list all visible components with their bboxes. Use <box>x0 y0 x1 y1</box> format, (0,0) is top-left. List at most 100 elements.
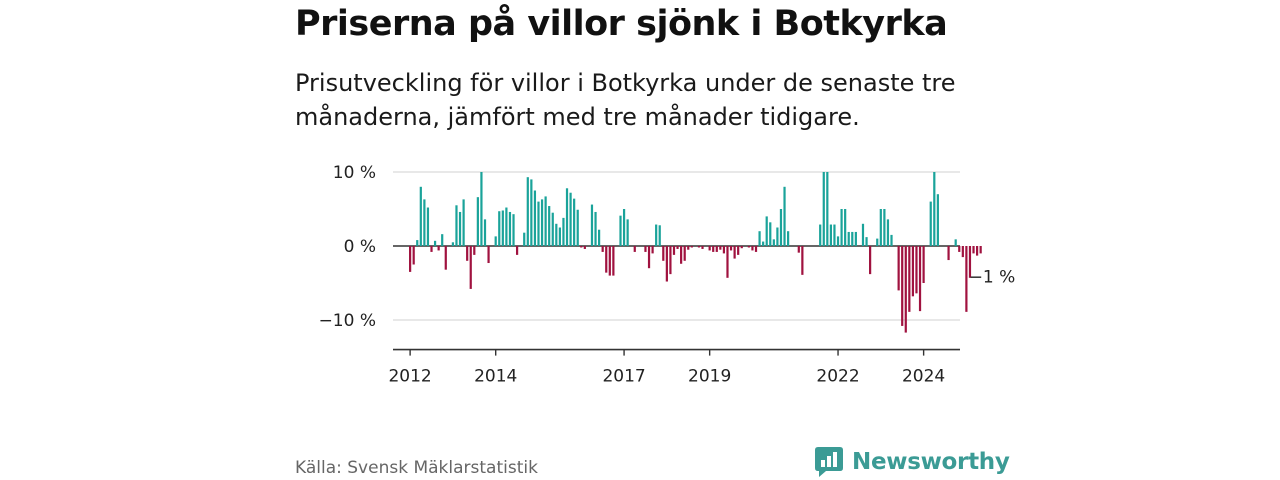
bar <box>501 210 504 246</box>
bar <box>922 246 925 283</box>
bar <box>819 224 822 246</box>
bar <box>729 246 733 251</box>
x-tick-label: 2024 <box>902 367 945 387</box>
bar <box>979 246 982 254</box>
brand-logo: Newsworthy <box>814 446 1010 478</box>
x-tick-label: 2017 <box>602 367 645 387</box>
bar <box>540 199 544 246</box>
bar <box>580 246 583 248</box>
chart-subtitle: Prisutveckling för villor i Botkyrka und… <box>295 69 956 131</box>
bar <box>409 246 412 272</box>
bar <box>826 172 829 246</box>
bar <box>708 246 711 251</box>
bar <box>583 246 586 249</box>
bar <box>947 246 950 261</box>
bar <box>801 246 804 275</box>
bar <box>669 246 672 275</box>
bar <box>480 172 483 246</box>
bar <box>779 209 783 246</box>
bar <box>719 246 722 250</box>
bar <box>958 246 961 252</box>
bar <box>633 246 636 252</box>
bar <box>676 246 679 249</box>
bar <box>765 216 768 246</box>
chart-title: Priserna på villor sjönk i Botkyrka <box>295 4 948 44</box>
bar <box>933 172 936 246</box>
bar <box>505 207 508 246</box>
bar <box>829 224 832 246</box>
bar <box>918 246 922 312</box>
bar <box>569 192 572 246</box>
bar <box>655 224 658 246</box>
bar <box>601 246 604 252</box>
bar <box>747 246 750 248</box>
bar <box>444 246 447 270</box>
bar <box>908 246 911 312</box>
bar <box>683 246 686 261</box>
bar <box>551 212 554 246</box>
bar <box>712 246 715 252</box>
bar <box>533 190 537 246</box>
bar <box>897 246 900 291</box>
bar <box>876 238 879 246</box>
axes: 2012 2014 2017 2019 2022 2024 <box>388 348 960 387</box>
last-value-annotation: −1 % <box>969 267 1016 287</box>
bar <box>737 246 740 255</box>
bar <box>690 246 693 248</box>
bar <box>644 246 647 252</box>
bar <box>854 231 857 246</box>
bar <box>915 246 918 294</box>
bar <box>530 179 533 246</box>
bar <box>886 219 890 246</box>
brand-name: Newsworthy <box>852 449 1010 475</box>
y-tick-label: 10 % <box>333 163 376 183</box>
bar <box>462 199 465 246</box>
bar <box>772 239 775 246</box>
bar <box>483 219 487 246</box>
bar <box>508 211 512 246</box>
bar <box>487 246 490 264</box>
bar <box>869 246 872 275</box>
bar <box>544 196 547 246</box>
bar-chart: 10 % 0 % −10 % 2012 2014 2017 2019 2022 2024 −1… <box>319 163 1016 387</box>
bar <box>619 215 622 246</box>
bar <box>426 207 430 246</box>
bar <box>662 246 665 261</box>
x-tick-label: 2012 <box>388 367 431 387</box>
bar <box>441 234 444 246</box>
bar <box>562 217 565 246</box>
bar <box>904 246 907 333</box>
bar <box>555 223 558 246</box>
bar <box>622 209 626 246</box>
y-tick-label: 0 % <box>344 237 376 257</box>
source-note: Källa: Svensk Mäklarstatistik <box>295 458 538 478</box>
bar <box>576 209 579 246</box>
bar <box>548 206 551 246</box>
bar <box>701 246 704 249</box>
bar <box>911 246 915 297</box>
y-tick-label: −10 % <box>319 311 376 331</box>
bar <box>879 209 882 246</box>
bar <box>733 246 736 259</box>
bar <box>833 224 836 246</box>
bar <box>433 240 437 246</box>
bar <box>751 246 754 251</box>
x-tick-label: 2022 <box>816 367 859 387</box>
bar <box>726 246 729 278</box>
bar <box>498 211 501 246</box>
bar <box>861 223 865 246</box>
bar <box>929 201 932 246</box>
bar <box>430 246 433 252</box>
bar <box>797 246 800 253</box>
bar <box>787 231 790 246</box>
bar <box>844 209 847 246</box>
bar <box>473 246 476 255</box>
bar <box>865 237 868 246</box>
bar <box>416 240 419 246</box>
bar <box>451 242 455 246</box>
bar <box>626 219 629 246</box>
bar <box>608 246 611 276</box>
bar <box>836 236 840 246</box>
bar <box>573 198 576 246</box>
bar <box>455 205 458 246</box>
